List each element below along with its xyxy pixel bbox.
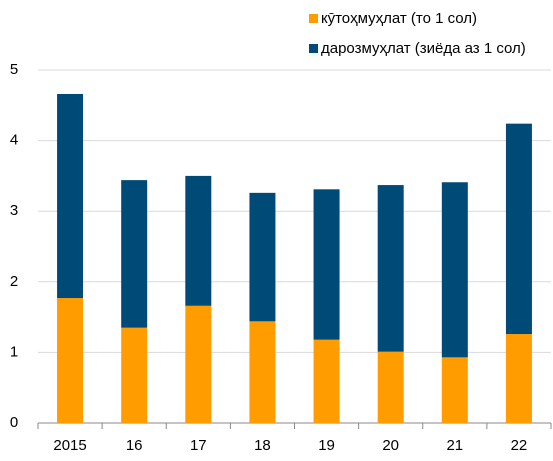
bar-segment bbox=[185, 175, 212, 306]
x-tick-label: 17 bbox=[190, 437, 207, 454]
bar-segment bbox=[249, 192, 276, 322]
y-tick-label: 3 bbox=[10, 202, 18, 219]
bar-segment bbox=[441, 357, 468, 423]
bar-segment bbox=[185, 305, 212, 423]
bar-segment bbox=[377, 351, 404, 423]
x-tick-label: 16 bbox=[126, 437, 143, 454]
x-tick-label: 18 bbox=[254, 437, 271, 454]
bar-segment bbox=[249, 321, 276, 423]
legend-swatch bbox=[309, 44, 318, 53]
bar-segment bbox=[505, 123, 532, 335]
bar-segment bbox=[505, 334, 532, 423]
x-tick-label: 22 bbox=[511, 437, 528, 454]
bar-segment bbox=[313, 189, 340, 340]
x-tick-label: 20 bbox=[382, 437, 399, 454]
x-tick-label: 19 bbox=[318, 437, 335, 454]
y-tick-label: 2 bbox=[10, 273, 18, 290]
bar-segment bbox=[57, 94, 84, 299]
legend-swatch bbox=[309, 14, 318, 23]
bar-segment bbox=[441, 182, 468, 358]
legend-label: дарозмуҳлат (зиёда аз 1 сол) bbox=[321, 40, 526, 57]
bar-segment bbox=[121, 180, 148, 328]
bar-segment bbox=[377, 185, 404, 352]
y-tick-label: 1 bbox=[10, 343, 18, 360]
bar-segment bbox=[57, 298, 84, 423]
y-tick-label: 5 bbox=[10, 61, 18, 78]
bar-segment bbox=[313, 339, 340, 423]
y-tick-label: 0 bbox=[10, 414, 18, 431]
bar-segment bbox=[121, 327, 148, 423]
legend-label: кӯтоҳмуҳлат (то 1 сол) bbox=[321, 10, 477, 27]
y-tick-label: 4 bbox=[10, 132, 18, 149]
x-tick-label: 2015 bbox=[53, 437, 86, 454]
x-tick-label: 21 bbox=[446, 437, 463, 454]
